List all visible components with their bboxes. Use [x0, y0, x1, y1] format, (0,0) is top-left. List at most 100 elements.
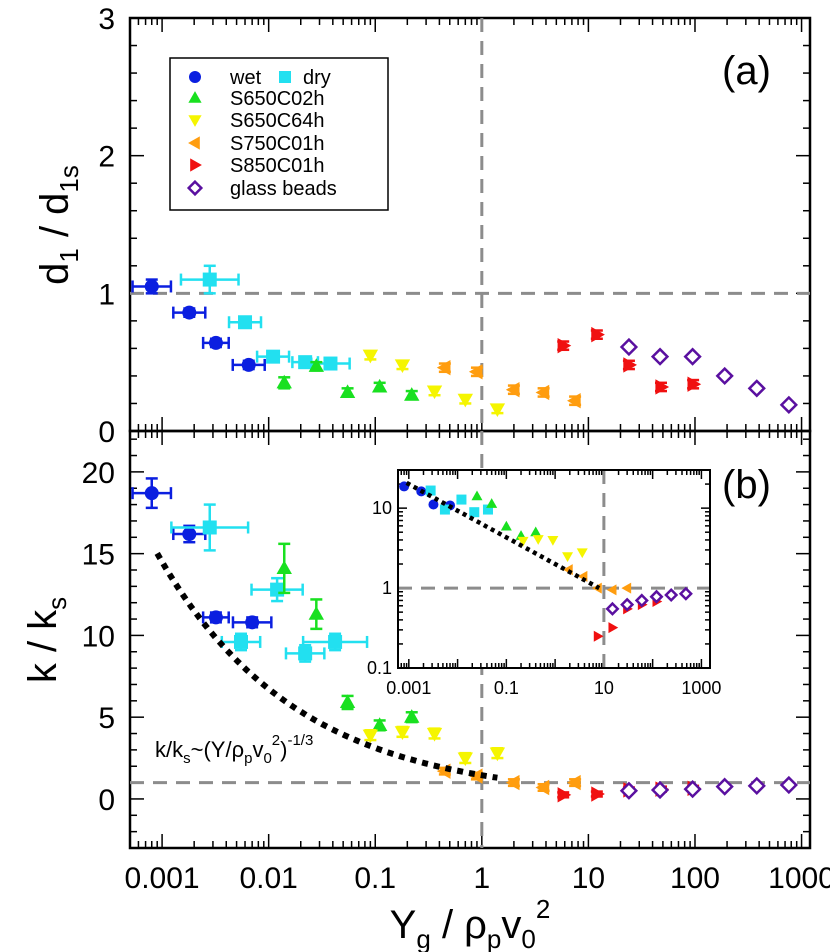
inset-point-wet	[428, 499, 439, 510]
legend-label: S750C01h	[230, 133, 325, 155]
inset-point-s650c64h	[576, 548, 588, 559]
inset-point-s650c64h	[562, 552, 574, 563]
panel-a-y-tick-label: 2	[98, 141, 115, 174]
panel-a-tag: (a)	[722, 49, 771, 93]
inset-x-tick-label: 0.1	[494, 678, 519, 698]
panel-b-y-tick-label: 20	[82, 457, 115, 490]
legend-marker-s750c01h	[188, 136, 200, 150]
legend-marker-wet	[189, 71, 201, 83]
legend-label: S650C64h	[230, 110, 325, 132]
panel-b-point-s650c64h	[489, 747, 506, 762]
inset-point-s850c01h	[608, 622, 619, 634]
legend-marker-s850c01h	[190, 158, 202, 172]
panel-b-point-glass-beads	[779, 775, 798, 795]
panel-a-point-s650c64h	[457, 393, 474, 408]
inset-point-s650c02h	[530, 526, 542, 537]
x-tick-label: 1000	[768, 862, 830, 895]
inset-point-dry	[482, 504, 493, 515]
panel-a-point-dry	[238, 315, 253, 330]
legend-label: glass beads	[230, 178, 337, 200]
panel-a-point-s850c01h	[591, 326, 605, 343]
panel-a-point-dry	[266, 349, 281, 364]
panel-b-point-s750c01h	[567, 774, 581, 791]
panel-a-point-s750c01h	[535, 384, 550, 401]
inset-y-tick-label: 1	[382, 578, 392, 598]
x-tick-label: 0.01	[239, 862, 297, 895]
x-tick-label: 0.1	[354, 862, 396, 895]
legend: wet dryS650C02hS650C64hS750C01hS850C01hgl…	[169, 57, 389, 211]
panel-b-point-s650c64h	[394, 726, 411, 740]
inset-point-s650c02h	[500, 520, 512, 531]
panel-a-point-wet	[241, 357, 256, 372]
inset-point-glass-beads	[664, 587, 679, 602]
panel-a-point-s650c02h	[308, 358, 325, 372]
panel-a-point-s650c64h	[362, 349, 379, 364]
inset-point-s750c01h	[621, 582, 632, 594]
x-tick-label: 100	[670, 862, 720, 895]
panel-a-point-s850c01h	[687, 376, 702, 392]
panel-a-point-s750c01h	[468, 364, 483, 380]
panel-a-point-glass-beads	[650, 347, 670, 366]
inset-x-tick-label: 10	[594, 678, 614, 698]
inset-y-tick-label: 0.1	[367, 658, 392, 678]
panel-a-point-glass-beads	[747, 379, 766, 398]
panel-a-point-dry	[298, 355, 313, 370]
panel-b-fit-curve	[154, 551, 498, 781]
panel-b-point-s650c02h	[339, 694, 356, 709]
panel-b-point-wet	[182, 527, 197, 542]
panel-a-point-s850c01h	[557, 337, 572, 354]
panel-b-point-s850c01h	[557, 787, 572, 803]
panel-a-point-dry	[323, 356, 338, 371]
legend-label: S650C02h	[230, 88, 325, 110]
panel-b-point-wet	[245, 615, 260, 630]
inset-x-tick-label: 0.001	[386, 678, 431, 698]
panel-a-point-s850c01h	[655, 379, 670, 395]
inset-point-dry	[456, 494, 467, 505]
x-tick-label: 1	[473, 862, 490, 895]
inset-point-dry	[469, 507, 480, 518]
panel-b-point-s650c64h	[457, 752, 474, 767]
panel-b-point-s650c02h	[276, 560, 292, 574]
panel-a-point-s650c64h	[489, 403, 506, 418]
inset-point-s650c64h	[547, 535, 559, 546]
panel-b-point-dry	[202, 520, 217, 535]
panel-b-point-glass-beads	[683, 780, 702, 799]
panel-b-point-dry	[270, 582, 285, 597]
inset-point-s650c64h	[517, 536, 529, 547]
panel-b-point-glass-beads	[715, 777, 734, 796]
inset-point-s650c02h	[486, 498, 498, 508]
panel-a-y-tick-label: 1	[98, 278, 115, 311]
inset-point-s650c64h	[532, 535, 544, 545]
inset-point-dry	[439, 504, 450, 515]
panel-b-y-tick-label: 5	[98, 702, 115, 735]
panel-b-point-glass-beads	[747, 776, 766, 795]
inset-point-s750c01h	[606, 584, 617, 596]
panel-a-point-s850c01h	[623, 357, 637, 373]
inset-frame	[397, 469, 711, 669]
x-axis-label: Yg / ρpv02	[390, 894, 551, 952]
inset-point-glass-beads	[634, 593, 649, 608]
panel-b-point-dry	[328, 634, 343, 649]
panel-a-point-dry	[202, 272, 217, 287]
panel-b-point-s850c01h	[591, 786, 605, 802]
panel-a-point-s650c02h	[339, 384, 356, 399]
panel-a-point-wet	[144, 279, 159, 294]
panel-b-y-tick-label: 0	[98, 784, 115, 817]
legend-label: wet	[229, 67, 262, 89]
panel-b-point-dry	[298, 646, 313, 661]
panel-a-point-s750c01h	[505, 382, 520, 398]
panel-a-point-glass-beads	[683, 347, 702, 366]
panel-b-point-wet	[144, 486, 159, 501]
inset-x-tick-label: 1000	[681, 678, 721, 698]
panel-a-point-s650c02h	[276, 374, 292, 389]
panel-b-point-s750c01h	[535, 779, 550, 796]
inset-bg	[398, 470, 710, 668]
inset-y-tick-label: 10	[372, 498, 392, 518]
panel-a-ylabel: d1 / d1s	[33, 165, 84, 285]
inset-point-glass-beads	[605, 601, 620, 616]
inset-point-glass-beads	[678, 586, 693, 601]
panel-b-y-tick-label: 15	[82, 539, 115, 572]
fit-label: k/ks~(Y/ρpv02)-1/3	[155, 732, 313, 767]
panel-a-y-tick-label: 0	[98, 416, 115, 449]
